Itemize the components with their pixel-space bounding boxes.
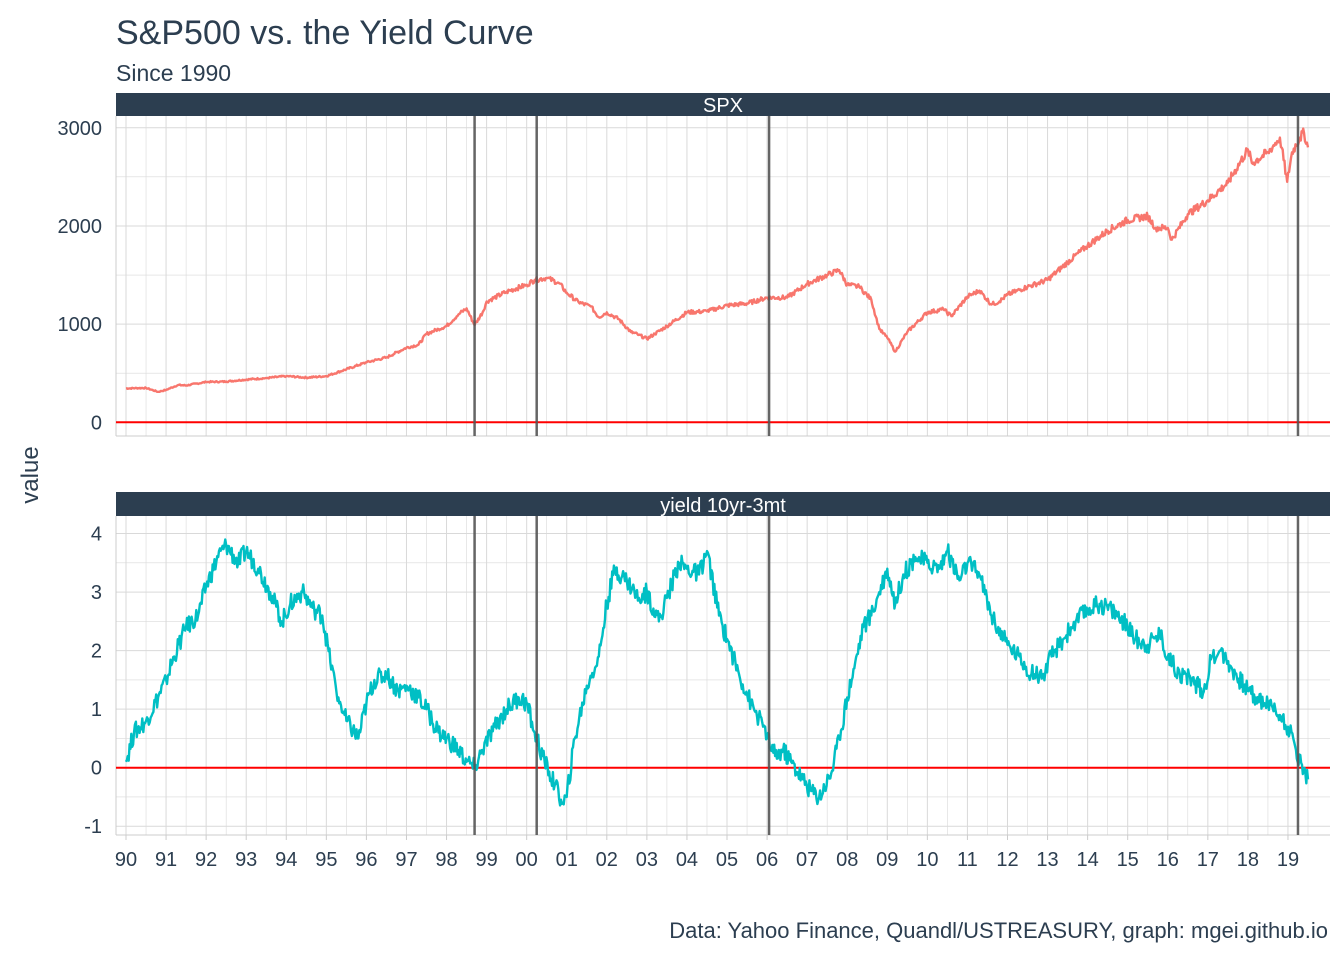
x-tick-label: 18 bbox=[1237, 849, 1259, 871]
x-tick-label: 13 bbox=[1036, 849, 1058, 871]
x-tick-label: 04 bbox=[676, 849, 698, 871]
x-tick-label: 99 bbox=[475, 849, 497, 871]
x-tick-label: 17 bbox=[1197, 849, 1219, 871]
x-tick-label: 14 bbox=[1076, 849, 1098, 871]
x-tick-label: 07 bbox=[796, 849, 818, 871]
x-tick-label: 93 bbox=[235, 849, 257, 871]
x-tick-label: 10 bbox=[916, 849, 938, 871]
x-tick-label: 97 bbox=[395, 849, 417, 871]
facet-strip bbox=[116, 93, 1330, 116]
x-tick-label: 09 bbox=[876, 849, 898, 871]
panel-2: -1 0 1 2 3 4 yield 10yr-3mt bbox=[84, 492, 1330, 838]
x-tick-label: 96 bbox=[355, 849, 377, 871]
y-tick-label: 1 bbox=[91, 699, 102, 721]
spx-series-line bbox=[125, 127, 1310, 393]
y-tick-label: 2000 bbox=[58, 216, 103, 238]
chart-caption: Data: Yahoo Finance, Quandl/USTREASURY, … bbox=[669, 918, 1328, 943]
x-tick-label: 94 bbox=[275, 849, 297, 871]
x-tick-label: 01 bbox=[556, 849, 578, 871]
x-tick-label: 90 bbox=[115, 849, 137, 871]
x-tick-label: 03 bbox=[636, 849, 658, 871]
x-tick-label: 16 bbox=[1157, 849, 1179, 871]
x-tick-label: 15 bbox=[1117, 849, 1139, 871]
chart-title: S&P500 vs. the Yield Curve bbox=[116, 14, 534, 52]
facet-strip-label: yield 10yr-3mt bbox=[660, 495, 786, 517]
y-tick-label: 3000 bbox=[58, 118, 103, 140]
facet-strip bbox=[116, 492, 1330, 516]
y-tick-label: 4 bbox=[91, 524, 102, 546]
x-tick-label: 19 bbox=[1277, 849, 1299, 871]
x-tick-label: 08 bbox=[836, 849, 858, 871]
x-tick-label: 02 bbox=[596, 849, 618, 871]
y-tick-label: 0 bbox=[91, 758, 102, 780]
y-tick-label: 2 bbox=[91, 641, 102, 663]
y-tick-label: 3 bbox=[91, 582, 102, 604]
facet-strip-label: SPX bbox=[703, 95, 743, 117]
y-tick-label: 1000 bbox=[58, 314, 103, 336]
x-tick-label: 98 bbox=[435, 849, 457, 871]
chart-subtitle: Since 1990 bbox=[116, 60, 232, 86]
yield-series-line bbox=[124, 538, 1310, 807]
x-tick-label: 92 bbox=[195, 849, 217, 871]
x-tick-label: 06 bbox=[756, 849, 778, 871]
x-tick-label: 12 bbox=[996, 849, 1018, 871]
y-axis-label: value bbox=[17, 446, 44, 503]
x-tick-label: 11 bbox=[957, 849, 978, 871]
x-tick-label: 95 bbox=[315, 849, 337, 871]
panel-1: 0 1000 2000 3000 SPX bbox=[58, 93, 1330, 437]
x-axis-ticks: 90 91 92 93 94 95 96 97 98 99 00 01 02 03 04 05 06 07 08 09… bbox=[115, 835, 1299, 871]
x-tick-label: 91 bbox=[155, 849, 177, 871]
x-tick-label: 05 bbox=[716, 849, 738, 871]
y-tick-label: 0 bbox=[91, 412, 102, 434]
x-tick-label: 00 bbox=[516, 849, 538, 871]
y-tick-label: -1 bbox=[84, 816, 102, 838]
